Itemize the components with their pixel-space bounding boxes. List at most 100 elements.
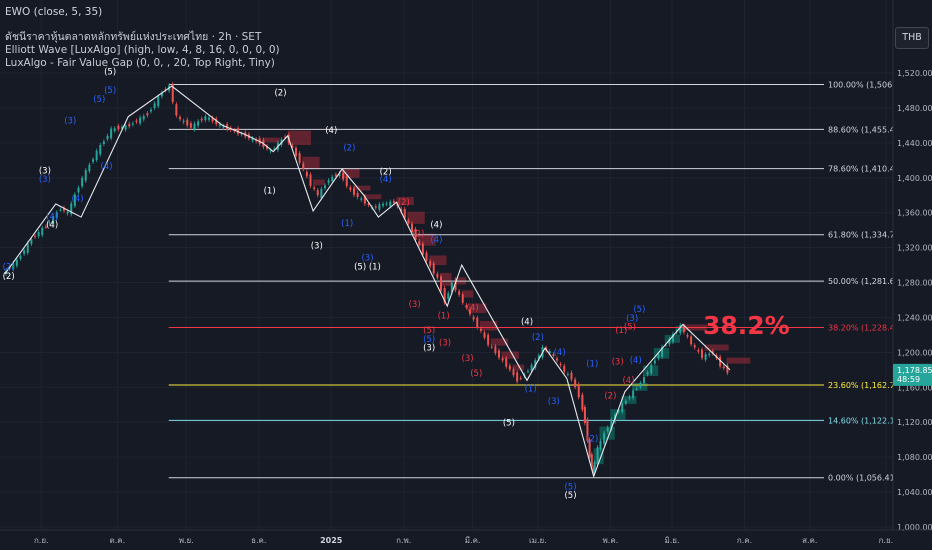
candle-body: [240, 133, 243, 135]
candle-body: [338, 173, 341, 176]
candle-body: [664, 344, 667, 346]
fvg-bearish-box: [479, 320, 498, 331]
price-axis[interactable]: 1,000.00 1,040.00 1,080.00 1,120.00 1,160.00…: [892, 0, 932, 550]
price-tick-label: 1,480.00: [897, 104, 932, 113]
wave-labels: (2)(2)(4)(4)(3)(3)(4)(4)(3)(5)(5)(5)(2)(…: [3, 68, 646, 501]
candle-body: [414, 229, 417, 240]
wave-label: (2): [532, 333, 544, 343]
candle-body: [92, 159, 94, 162]
candle-body: [331, 176, 334, 182]
candle-body: [360, 198, 363, 200]
candle-body: [269, 150, 272, 152]
candle-body: [454, 279, 457, 291]
price-axis-bg: [893, 0, 932, 550]
candle-body: [273, 148, 276, 150]
candle-body: [469, 309, 471, 315]
candle-body: [472, 316, 475, 320]
candle-body: [84, 170, 87, 181]
candle-body: [363, 196, 366, 204]
fvg-bearish-box: [726, 357, 751, 364]
candle-body: [186, 119, 189, 126]
time-axis[interactable]: ก.ย. ต.ค. พ.ย. ธ.ค. 2025 ก.พ. มี.ค. เม.ย. พ.ค. มิ…: [0, 529, 932, 545]
time-tick-label: ก.ย.: [879, 536, 894, 545]
candle-body: [142, 115, 145, 120]
candle-body: [400, 208, 403, 212]
candle-body: [593, 462, 596, 474]
wave-label: (5): [423, 335, 435, 345]
candle-body: [548, 351, 551, 354]
fvg-bearish-box: [396, 196, 414, 206]
wave-label: (5): [470, 369, 482, 379]
candle-body: [385, 203, 388, 205]
candle-body: [23, 250, 26, 254]
wave-label: (5): [624, 323, 636, 333]
candle-body: [447, 293, 450, 299]
wave-label: (4): [430, 221, 442, 231]
candle-body: [516, 372, 519, 382]
candle-body: [175, 104, 178, 116]
candle-body: [552, 354, 555, 357]
candle-body: [193, 123, 196, 130]
candle-body: [378, 204, 381, 210]
ewo-indicator-label[interactable]: EWO (close, 5, 35): [5, 6, 103, 18]
candle-body: [113, 128, 116, 131]
time-tick-label: ต.ค.: [110, 536, 126, 545]
price-badge-timer: 48:59: [897, 375, 920, 384]
candle-body: [686, 335, 689, 337]
candle-body: [222, 125, 225, 128]
currency-button[interactable]: THB: [895, 27, 929, 49]
candle-body: [189, 123, 192, 128]
candle-body: [164, 89, 167, 91]
price-tick-label: 1,400.00: [897, 174, 932, 183]
candle-body: [110, 128, 113, 139]
wave-label: (1): [586, 359, 598, 369]
time-tick-label: พ.ย.: [179, 536, 194, 545]
candle-body: [389, 201, 392, 207]
fair-value-gap-indicator-label[interactable]: LuxAlgo - Fair Value Gap (0, 0, , 20, To…: [5, 57, 275, 69]
candle-body: [349, 187, 352, 190]
candle-body: [690, 336, 693, 345]
candle-body: [425, 252, 428, 262]
candle-body: [646, 372, 649, 375]
candle-body: [632, 390, 635, 399]
fvg-bearish-box: [313, 179, 325, 186]
wave-label: (3): [39, 166, 51, 176]
candle-body: [44, 226, 47, 228]
wave-label: (3): [612, 358, 624, 368]
wave-label: (4): [430, 235, 442, 245]
candle-body: [657, 354, 660, 359]
candle-body: [302, 163, 305, 170]
candle-body: [512, 369, 515, 376]
candle-body: [171, 84, 174, 103]
wave-label: (2): [274, 89, 286, 99]
wave-label: (4): [554, 348, 566, 358]
time-tick-label: เม.ย.: [529, 536, 547, 545]
price-tick-label: 1,240.00: [897, 313, 932, 322]
candle-body: [345, 176, 348, 187]
candle-body: [77, 187, 80, 193]
candle-body: [639, 382, 642, 388]
candle-body: [73, 194, 76, 206]
candle-body: [327, 180, 330, 184]
candle-body: [367, 203, 370, 205]
fvg-bearish-box: [490, 338, 509, 346]
candle-body: [479, 328, 482, 331]
elliott-wave-indicator-label[interactable]: Elliott Wave [LuxAlgo] (high, low, 4, 8,…: [5, 44, 280, 56]
wave-label: (4): [71, 194, 83, 204]
candle-body: [356, 192, 359, 198]
fair-value-gap-boxes: [262, 130, 751, 465]
candle-body: [179, 116, 181, 120]
price-tick-label: 1,520.00: [897, 69, 932, 78]
symbol-title[interactable]: ดัชนีราคาหุ้นตลาดหลักทรัพย์แห่งประเทศไทย…: [5, 31, 262, 43]
wave-label: (1): [525, 385, 537, 395]
candle-body: [581, 394, 584, 410]
time-tick-label: มิ.ย.: [664, 536, 679, 545]
wave-label: (4): [46, 213, 58, 223]
fib-label: 38.20% (1,228.47) -: [828, 324, 908, 333]
wave-label: (4): [380, 175, 392, 185]
candle-body: [66, 211, 69, 214]
price-tick-label: 1,160.00: [897, 383, 932, 392]
candle-body: [574, 379, 577, 387]
candle-body: [590, 454, 593, 468]
